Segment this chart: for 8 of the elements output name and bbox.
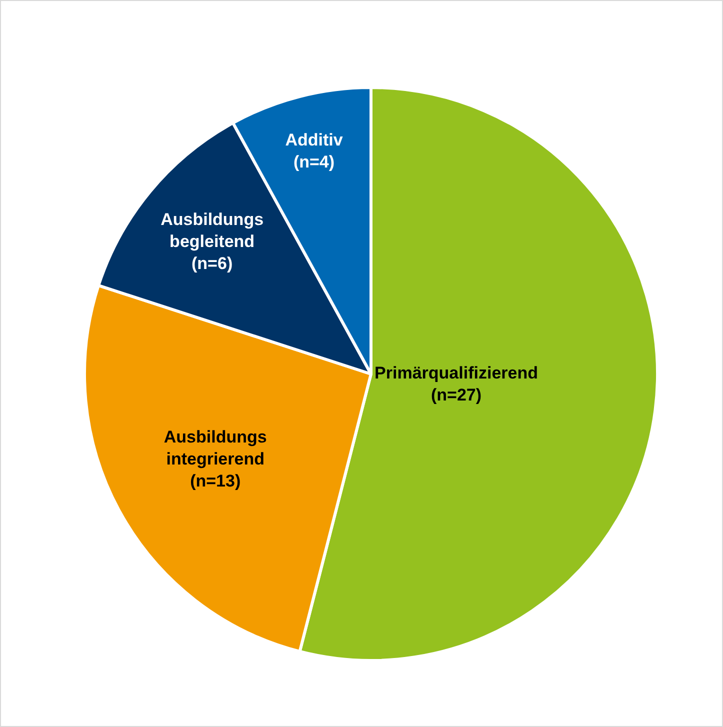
data-label: (n=6) — [192, 254, 233, 274]
slice-label: Ausbildungs begleitend — [160, 210, 264, 252]
slice-label: Additiv — [285, 130, 344, 150]
slice-label: Ausbildungs integrierend — [164, 427, 267, 468]
data-label: (n=4) — [293, 152, 335, 172]
data-label: (n=13) — [190, 471, 241, 490]
slice-label: Primärqualifizierend — [374, 363, 538, 382]
data-label: (n=27) — [431, 385, 482, 404]
